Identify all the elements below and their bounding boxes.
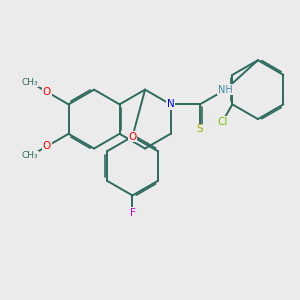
- Text: F: F: [130, 208, 135, 218]
- Text: O: O: [128, 132, 136, 142]
- Text: CH₃: CH₃: [22, 78, 39, 87]
- Text: CH₃: CH₃: [22, 152, 39, 160]
- Text: O: O: [43, 87, 51, 97]
- Text: S: S: [197, 124, 203, 134]
- Text: O: O: [43, 141, 51, 151]
- Text: N: N: [167, 99, 174, 110]
- Text: NH: NH: [218, 85, 233, 94]
- Text: Cl: Cl: [217, 117, 227, 127]
